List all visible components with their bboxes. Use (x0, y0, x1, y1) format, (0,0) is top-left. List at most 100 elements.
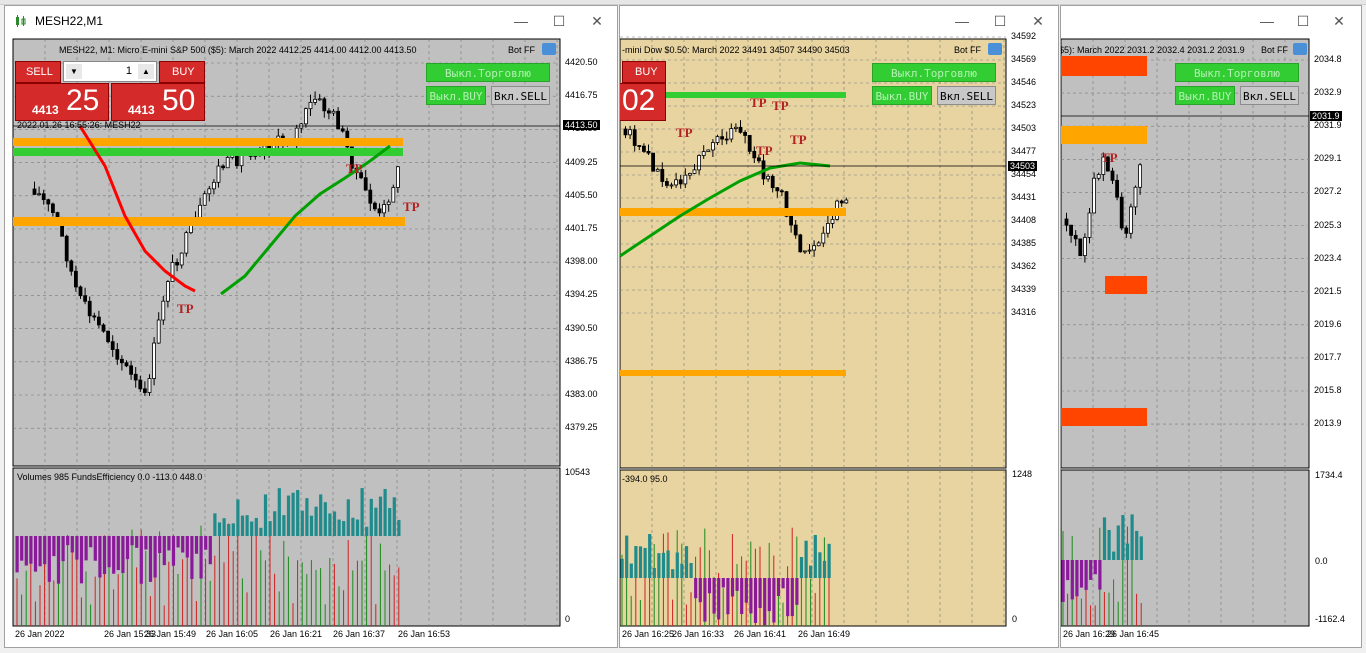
candle (738, 126, 743, 133)
candle (372, 202, 377, 210)
candle (326, 110, 331, 114)
tp-marker: TP (177, 301, 194, 316)
chart-window-mesh22[interactable]: MESH22,M1 — ☐ ✕ TP TP TP MESH22, M1: Micro… (4, 5, 618, 648)
funds-efficiency-bar (263, 494, 268, 536)
funds-efficiency-bar (158, 536, 162, 554)
price-chart[interactable]: TP TP TP TP TP (620, 6, 1059, 648)
toggle-sell-button[interactable]: Вкл.SELL (1240, 86, 1299, 105)
funds-efficiency-bar (804, 540, 808, 578)
funds-efficiency-bar (231, 523, 235, 536)
close-button[interactable]: ✕ (591, 13, 603, 29)
close-button[interactable]: ✕ (1032, 13, 1044, 29)
toggle-trading-button[interactable]: Выкл.Торговлю (872, 63, 996, 82)
funds-efficiency-bar (20, 536, 24, 561)
price-scale-label: 4420.50 (565, 57, 598, 67)
price-scale-label: 2019.6 (1314, 318, 1342, 329)
price-scale-label: 34408 (1011, 215, 1037, 225)
toggle-sell-button[interactable]: Вкл.SELL (937, 86, 996, 105)
price-chart[interactable]: TP (1061, 6, 1362, 648)
time-scale-label: 26 Jan 16:53 (398, 629, 451, 639)
cap-icon (542, 43, 556, 55)
funds-efficiency-bar (250, 521, 254, 536)
price-scale-label: 34523 (1011, 100, 1037, 110)
candle (798, 234, 803, 253)
toggle-buy-button[interactable]: Выкл.BUY (872, 86, 932, 105)
lot-value[interactable]: 1 (125, 65, 132, 77)
candle (92, 315, 97, 318)
funds-efficiency-bar (652, 567, 656, 578)
toggle-trading-button[interactable]: Выкл.Торговлю (1175, 63, 1299, 82)
buy-button[interactable]: BUY (159, 61, 205, 83)
window-titlebar[interactable]: MESH22,M1 — ☐ ✕ (5, 6, 617, 36)
bot-label: Bot FF (954, 45, 982, 55)
buy-button[interactable]: BUY (622, 61, 666, 83)
minimize-button[interactable]: — (955, 13, 969, 29)
funds-efficiency-bar (1139, 536, 1143, 560)
chart-window-third[interactable]: — ☐ ✕ TP $5): March 2022 2031.2 2032.4 2… (1060, 5, 1362, 648)
chart-window-dow[interactable]: — ☐ ✕ TP TP TP TP TP -mini Dow $0.50: March … (619, 5, 1059, 648)
funds-efficiency-bar (24, 536, 28, 566)
candle (106, 330, 110, 343)
chevron-up-icon[interactable]: ▲ (138, 64, 154, 79)
funds-efficiency-bar (102, 536, 107, 575)
maximize-button[interactable]: ☐ (1296, 13, 1310, 29)
maximize-button[interactable]: ☐ (993, 13, 1007, 29)
buy-price-box[interactable]: 4413 50 (111, 83, 205, 121)
price-scale-label: 2029.1 (1314, 153, 1342, 164)
funds-efficiency-bar (822, 560, 827, 578)
volume-scale-bottom: 0 (565, 614, 571, 624)
funds-efficiency-bar (776, 578, 781, 597)
toggle-sell-button[interactable]: Вкл.SELL (491, 86, 550, 105)
close-button[interactable]: ✕ (1333, 13, 1345, 29)
cap-icon (1293, 43, 1307, 55)
candle (313, 98, 318, 103)
candle (1110, 170, 1115, 181)
candle (331, 110, 336, 114)
funds-efficiency-bar (181, 536, 185, 553)
funds-efficiency-bar (818, 552, 822, 578)
funds-efficiency-bar (43, 536, 47, 565)
window-titlebar[interactable]: — ☐ ✕ (620, 6, 1058, 36)
price-scale-label: 2032.9 (1314, 87, 1342, 98)
toggle-buy-button[interactable]: Выкл.BUY (1175, 86, 1235, 105)
minimize-button[interactable]: — (1260, 13, 1274, 29)
funds-efficiency-bar (89, 536, 93, 548)
candle (775, 187, 780, 192)
funds-efficiency-bar (767, 578, 771, 612)
funds-efficiency-bar (634, 546, 638, 578)
funds-efficiency-bar (753, 578, 758, 623)
sell-price-box[interactable]: 4413 25 (15, 83, 109, 121)
time-scale-label: 26 Jan 16:37 (333, 629, 386, 639)
buy-price-box[interactable]: 02 (620, 83, 666, 121)
chevron-down-icon[interactable]: ▼ (66, 64, 82, 79)
funds-efficiency-bar (47, 536, 51, 582)
funds-efficiency-bar (744, 578, 748, 603)
candle (221, 165, 226, 169)
candle (386, 201, 391, 205)
funds-efficiency-bar (703, 578, 707, 622)
candle (623, 128, 628, 136)
toggle-buy-button[interactable]: Выкл.BUY (426, 86, 486, 105)
funds-efficiency-bar (167, 536, 171, 551)
candle (669, 184, 674, 187)
price-scale-label: 4379.25 (565, 422, 598, 433)
candle (83, 295, 87, 302)
candle (120, 358, 124, 364)
candle (234, 154, 239, 167)
orange-red-zone (1061, 56, 1147, 76)
candle (1133, 186, 1138, 208)
funds-efficiency-bar (638, 546, 643, 578)
chart-header: MESH22, M1: Micro E-mini S&P 500 ($5): M… (59, 45, 417, 55)
toggle-trading-button[interactable]: Выкл.Торговлю (426, 63, 550, 82)
maximize-button[interactable]: ☐ (552, 13, 566, 29)
lot-stepper[interactable]: ▼ 1 ▲ (63, 61, 157, 82)
candle (202, 193, 207, 206)
candle (170, 262, 175, 282)
window-titlebar[interactable]: — ☐ ✕ (1061, 6, 1361, 36)
minimize-button[interactable]: — (514, 13, 528, 29)
top-strip (0, 0, 1366, 5)
funds-efficiency-bar (79, 536, 84, 584)
chart-header: -mini Dow $0.50: March 2022 34491 34507 … (622, 45, 850, 55)
candle (812, 245, 817, 251)
sell-button[interactable]: SELL (15, 61, 61, 83)
